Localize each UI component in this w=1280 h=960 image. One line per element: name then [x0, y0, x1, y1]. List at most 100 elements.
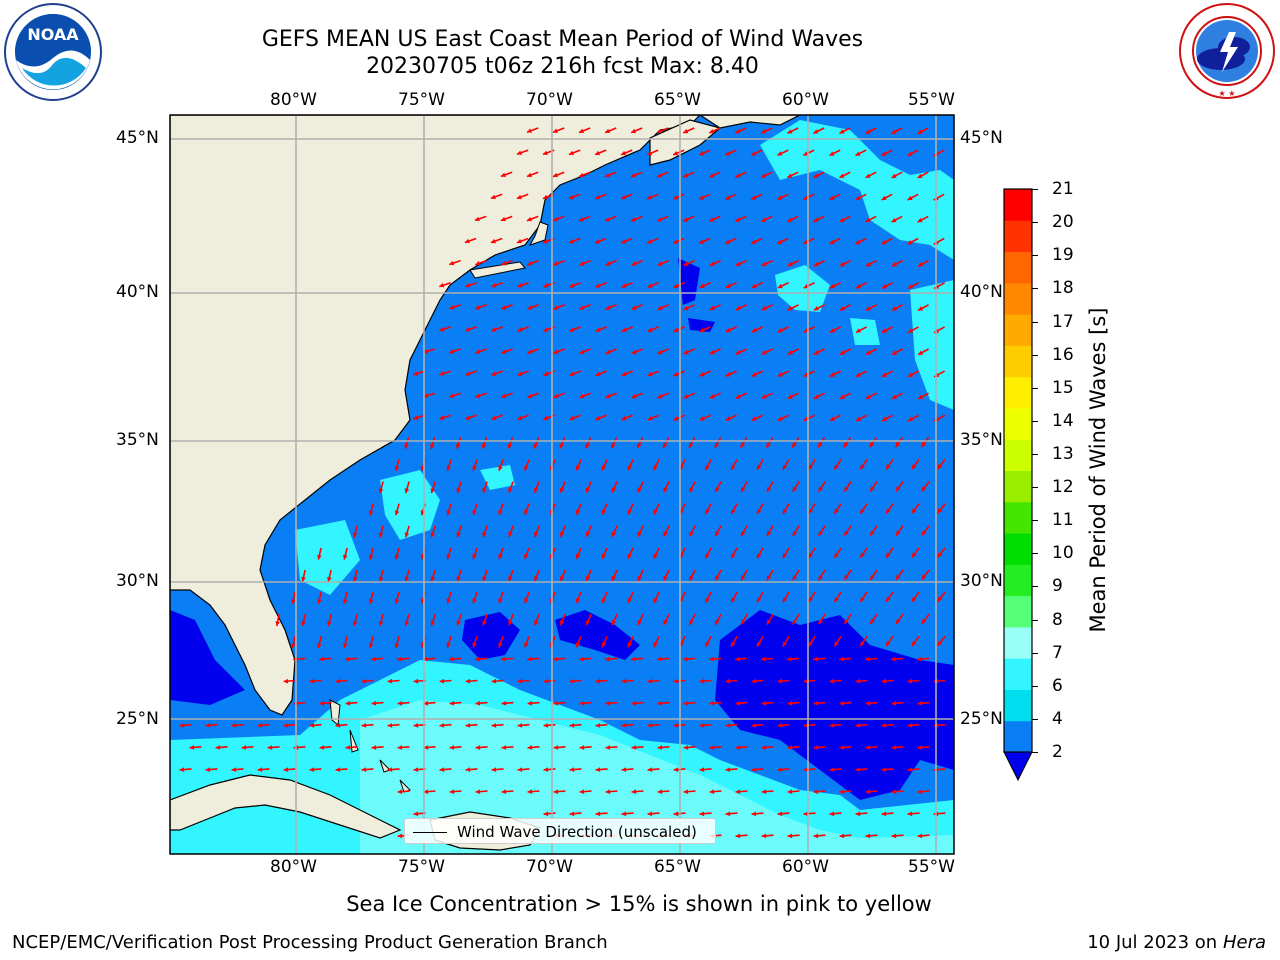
wave-arrow-head	[866, 262, 871, 267]
wave-arrow-head	[705, 641, 710, 647]
lat-label-right-40n: 40°N	[960, 282, 1003, 302]
wave-arrow-head	[891, 217, 897, 223]
cyan-patch-7	[480, 465, 515, 490]
wave-arrow-head	[911, 552, 917, 558]
wave-arrow-head	[896, 486, 901, 492]
wave-arrow-head	[891, 789, 897, 795]
wave-arrow-head	[475, 700, 481, 706]
wave-arrow-head	[803, 767, 809, 772]
wave-arrow-head	[777, 678, 783, 684]
wave-arrow-head	[761, 173, 767, 178]
map-subtitle-forecast: 20230705 t06z 216h fcst Max: 8.40	[366, 54, 759, 79]
wave-arrow-head	[423, 789, 429, 795]
wave-arrow-head	[430, 488, 436, 494]
wave-arrow-head	[553, 261, 559, 266]
wave-arrow-head	[631, 172, 637, 178]
wave-arrow-head	[456, 620, 461, 626]
wave-arrow-head	[621, 327, 627, 332]
wave-arrow-head	[653, 465, 658, 471]
wave-arrow-head	[787, 306, 793, 311]
wave-arrow-head	[886, 641, 891, 646]
wave-arrow-head	[394, 554, 400, 560]
wave-arrow-head	[725, 416, 731, 421]
wave-arrow-head	[865, 217, 871, 222]
wave-arrow-head	[803, 239, 809, 244]
colorbar-tick-mark	[1032, 255, 1038, 257]
wave-arrow-head	[631, 700, 637, 706]
wave-arrow-head	[892, 306, 897, 311]
lon-label-top-55w: 55°W	[908, 90, 955, 110]
land-us-east-coast	[170, 115, 701, 716]
wave-arrow-head	[683, 745, 689, 750]
wave-arrow-head	[751, 723, 757, 728]
wave-arrow-head	[611, 620, 617, 626]
wave-arrow-head	[689, 487, 694, 493]
wave-arrow-head	[611, 575, 617, 581]
wave-arrow-head	[472, 510, 477, 515]
wave-arrow-head	[301, 576, 306, 582]
wave-arrow-head	[673, 327, 679, 333]
wave-arrow-head	[472, 465, 477, 471]
wave-arrow-head	[725, 327, 731, 333]
wave-arrow-head	[740, 442, 745, 448]
wave-arrow-head	[699, 239, 705, 244]
wave-arrow-head	[517, 283, 523, 288]
wave-arrow-head	[179, 723, 185, 728]
wave-arrow-head	[699, 767, 705, 772]
legend-box: Wind Wave Direction (unscaled)	[404, 818, 716, 844]
cyan-patch-3	[850, 318, 880, 345]
wave-arrow-head	[839, 306, 845, 311]
wave-arrow-head	[456, 576, 461, 582]
wave-arrow-head	[394, 510, 400, 516]
colorbar-segment	[1004, 689, 1032, 722]
wave-arrow-head	[865, 789, 871, 795]
wave-arrow-head	[673, 767, 679, 772]
wave-arrow-head	[895, 442, 901, 448]
wave-arrow-head	[761, 305, 767, 311]
wave-arrow-head	[715, 575, 720, 581]
wave-arrow-head	[834, 641, 839, 647]
wave-arrow-head	[543, 371, 549, 377]
wave-arrow-head	[352, 576, 358, 582]
wave-arrow-head	[605, 700, 611, 706]
wave-arrow-head	[839, 350, 845, 355]
wave-arrow-head	[735, 173, 741, 178]
lat-label-right-30n: 30°N	[960, 571, 1003, 591]
wave-arrow-head	[855, 767, 861, 772]
wave-arrow-head	[605, 349, 611, 355]
wave-arrow-head	[456, 532, 461, 538]
wave-arrow-head	[937, 464, 943, 469]
wave-arrow-head	[595, 327, 601, 332]
wave-arrow-head	[631, 789, 637, 795]
lon-label-top-80w: 80°W	[270, 90, 317, 110]
wave-arrow-head	[449, 656, 454, 662]
wave-arrow-head	[423, 700, 429, 706]
wave-arrow-head	[886, 464, 891, 470]
wave-arrow-head	[397, 833, 403, 839]
dark-patch-2	[555, 610, 640, 660]
wave-arrow-head	[937, 552, 943, 558]
wave-arrow-head	[464, 238, 470, 244]
wave-arrow-head	[309, 723, 315, 728]
wave-arrow-head	[839, 745, 845, 750]
wave-arrow-head	[787, 700, 793, 706]
wave-arrow-head	[751, 416, 757, 421]
light-wave-zone-south	[360, 700, 954, 854]
wave-arrow-head	[387, 767, 393, 772]
wave-arrow-head	[647, 195, 653, 200]
wave-arrow-head	[782, 508, 788, 514]
wave-arrow-head	[621, 767, 627, 772]
wave-arrow-head	[543, 327, 549, 332]
colorbar-segment	[1004, 282, 1032, 315]
wave-arrow-head	[699, 372, 705, 377]
wave-arrow-head	[673, 416, 679, 421]
wave-arrow-head	[725, 723, 731, 728]
wave-arrow-head	[605, 172, 611, 178]
wave-arrow-head	[856, 284, 861, 289]
wave-arrow-head	[792, 575, 798, 581]
wave-arrow-head	[663, 487, 668, 493]
wave-arrow-head	[569, 767, 575, 772]
wave-arrow-head	[683, 656, 688, 662]
wave-arrow-head	[715, 531, 720, 537]
colorbar-tick-mark	[1032, 487, 1038, 489]
